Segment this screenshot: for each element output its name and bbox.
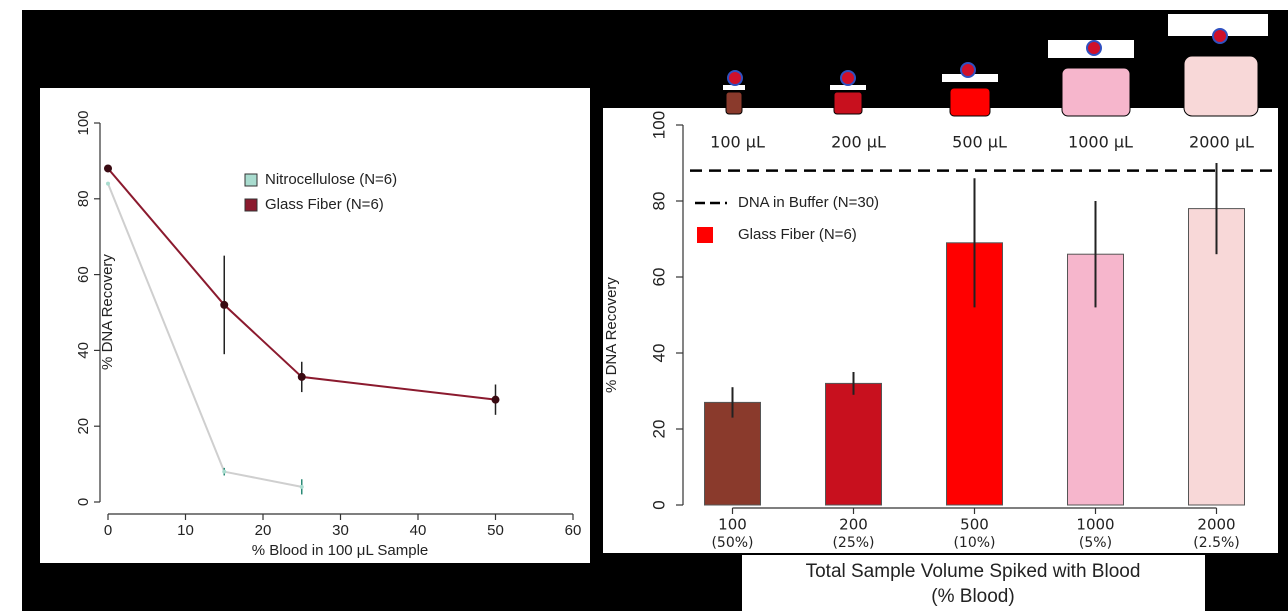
point bbox=[104, 164, 112, 173]
point bbox=[299, 484, 304, 489]
xlabel-box bbox=[742, 555, 1205, 611]
y-tick-label: 0 bbox=[649, 500, 668, 509]
series-line bbox=[107, 167, 496, 401]
legend-label: Glass Fiber (N=6) bbox=[265, 196, 384, 213]
legend-swatch bbox=[244, 198, 258, 212]
tube-label: 100 μL bbox=[710, 133, 765, 152]
bar bbox=[825, 382, 882, 506]
tube-label: 1000 μL bbox=[1068, 133, 1133, 152]
point bbox=[491, 395, 500, 404]
x-tick-note: (5%) bbox=[1079, 535, 1112, 551]
x-tick-label: 200 bbox=[839, 516, 868, 534]
tube-icons bbox=[723, 14, 1268, 117]
legend-label: Nitrocellulose (N=6) bbox=[265, 171, 397, 188]
bar bbox=[1188, 208, 1245, 506]
x-tick-label: 50 bbox=[487, 522, 504, 539]
y-axis-label: % DNA Recovery bbox=[603, 277, 620, 393]
x-tick-label: 20 bbox=[255, 522, 272, 539]
tube-label: 500 μL bbox=[952, 133, 1007, 152]
x-tick-label: 500 bbox=[960, 516, 989, 534]
y-tick-label: 40 bbox=[649, 344, 668, 363]
x-tick-label: 1000 bbox=[1076, 516, 1114, 534]
point bbox=[220, 300, 229, 309]
legend-swatch bbox=[697, 227, 713, 243]
x-tick-note: (50%) bbox=[711, 535, 753, 551]
x-tick-note: (2.5%) bbox=[1193, 535, 1240, 551]
y-tick-label: 80 bbox=[649, 192, 668, 211]
x-tick-label: 30 bbox=[332, 522, 349, 539]
y-tick-label: 0 bbox=[75, 498, 92, 506]
bar bbox=[704, 401, 761, 506]
left-panel bbox=[40, 88, 590, 563]
point bbox=[106, 181, 110, 186]
y-tick-label: 100 bbox=[649, 111, 668, 139]
x-tick-label: 60 bbox=[565, 522, 582, 539]
y-tick-label: 80 bbox=[75, 190, 92, 207]
y-tick-label: 60 bbox=[75, 266, 92, 283]
x-tick-note: (25%) bbox=[832, 535, 874, 551]
legend-swatch bbox=[244, 173, 258, 187]
x-tick-label: 2000 bbox=[1197, 516, 1235, 534]
y-tick-label: 20 bbox=[649, 420, 668, 439]
x-tick-label: 0 bbox=[104, 522, 112, 539]
y-tick-label: 100 bbox=[75, 110, 92, 135]
x-tick-label: 40 bbox=[410, 522, 427, 539]
point bbox=[222, 469, 227, 474]
x-tick-label: 100 bbox=[718, 516, 747, 534]
tube-label: 2000 μL bbox=[1189, 133, 1254, 152]
x-tick-note: (10%) bbox=[953, 535, 995, 551]
tube-label: 200 μL bbox=[831, 133, 886, 152]
legend-label: Glass Fiber (N=6) bbox=[738, 226, 857, 243]
legend-label: DNA in Buffer (N=30) bbox=[738, 194, 879, 211]
x-tick-label: 10 bbox=[177, 522, 194, 539]
y-tick-label: 40 bbox=[75, 342, 92, 359]
y-tick-label: 20 bbox=[75, 418, 92, 435]
y-tick-label: 60 bbox=[649, 268, 668, 287]
x-axis-label: % Blood in 100 μL Sample bbox=[252, 542, 429, 559]
x-axis-label: (% Blood) bbox=[931, 586, 1014, 607]
point bbox=[297, 372, 306, 381]
x-axis-label: Total Sample Volume Spiked with Blood bbox=[806, 561, 1141, 582]
y-axis-label: % DNA Recovery bbox=[99, 254, 116, 370]
